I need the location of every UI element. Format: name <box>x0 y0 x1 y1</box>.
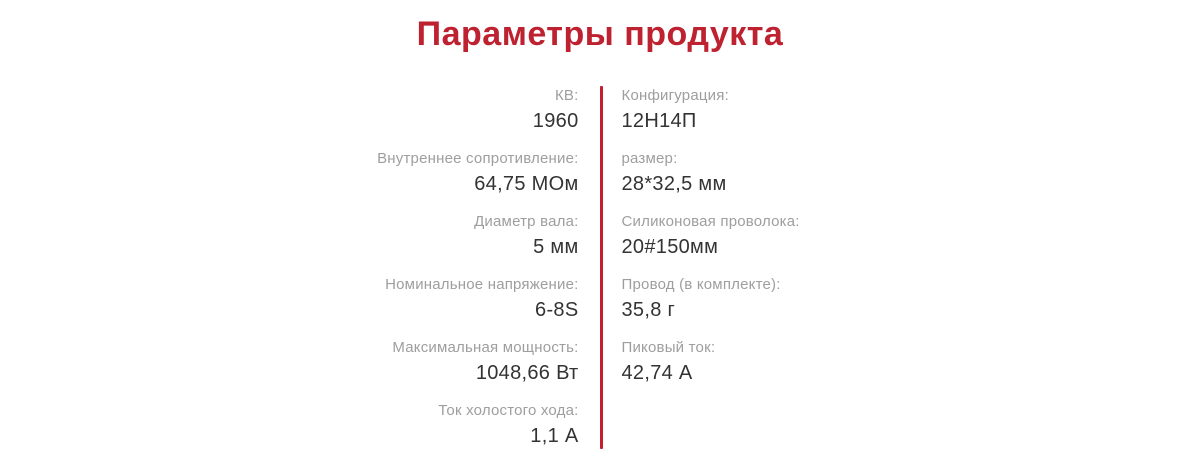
param-row: Максимальная мощность: 1048,66 Вт <box>123 338 579 386</box>
param-row: Пиковый ток: 42,74 А <box>622 338 1078 386</box>
param-value: 64,75 МОм <box>474 173 579 195</box>
param-row: Провод (в комплекте): 35,8 г <box>622 275 1078 323</box>
param-value: 42,74 А <box>621 362 693 384</box>
param-row: КВ: 1960 <box>123 86 579 134</box>
param-value: 12Н14П <box>621 110 697 132</box>
param-value: 1048,66 Вт <box>475 362 579 384</box>
param-row: Силиконовая проволока: 20#150мм <box>622 212 1078 260</box>
parameters-grid: КВ: 1960 Внутреннее сопротивление: 64,75… <box>0 86 1200 449</box>
param-row: Ток холостого хода: 1,1 А <box>123 401 579 449</box>
param-label: Максимальная мощность: <box>392 339 579 356</box>
param-row: Диаметр вала: 5 мм <box>123 212 579 260</box>
param-label: Провод (в комплекте): <box>621 276 781 293</box>
param-value: 1,1 А <box>530 425 579 447</box>
param-value: 35,8 г <box>621 299 676 321</box>
param-value: 1960 <box>532 110 579 132</box>
param-row: Внутреннее сопротивление: 64,75 МОм <box>123 149 579 197</box>
param-label: размер: <box>621 150 678 167</box>
param-label: КВ: <box>554 87 579 104</box>
vertical-divider <box>599 86 603 449</box>
param-row: Конфигурация: 12Н14П <box>622 86 1078 134</box>
param-label: Ток холостого хода: <box>438 402 579 419</box>
param-label: Диаметр вала: <box>474 213 579 230</box>
param-label: Конфигурация: <box>621 87 729 104</box>
param-label: Пиковый ток: <box>621 339 716 356</box>
parameters-column-left: КВ: 1960 Внутреннее сопротивление: 64,75… <box>123 86 579 449</box>
param-row: размер: 28*32,5 мм <box>622 149 1078 197</box>
param-value: 28*32,5 мм <box>621 173 727 195</box>
param-row: Номинальное напряжение: 6-8S <box>123 275 579 323</box>
param-label: Номинальное напряжение: <box>385 276 579 293</box>
param-value: 5 мм <box>533 236 579 258</box>
param-label: Силиконовая проволока: <box>621 213 800 230</box>
param-label: Внутреннее сопротивление: <box>377 150 579 167</box>
parameters-column-right: Конфигурация: 12Н14П размер: 28*32,5 мм … <box>622 86 1078 449</box>
page-title: Параметры продукта <box>416 15 784 53</box>
param-value: 6-8S <box>535 299 579 321</box>
param-value: 20#150мм <box>621 236 719 258</box>
